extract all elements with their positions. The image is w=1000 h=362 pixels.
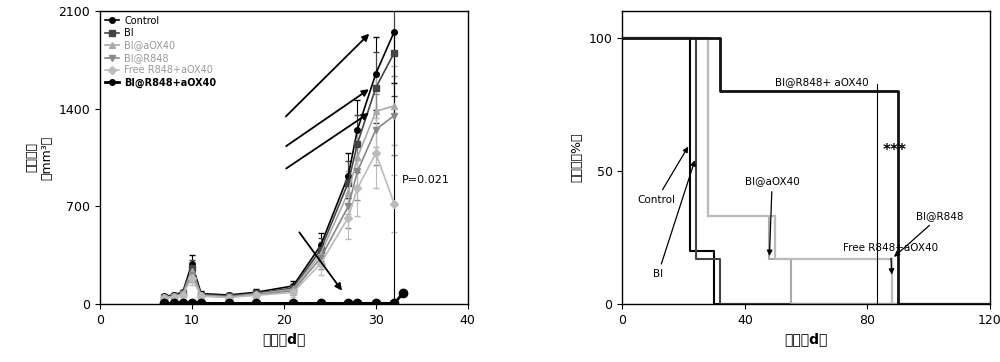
Text: P=0.021: P=0.021 — [402, 174, 449, 185]
Text: Free R848+aOX40: Free R848+aOX40 — [843, 243, 938, 273]
X-axis label: 时间（d）: 时间（d） — [784, 332, 828, 346]
Text: BI@aOX40: BI@aOX40 — [745, 176, 800, 254]
Legend: Control, BI, BI@aOX40, BI@R848, Free R848+aOX40, BI@R848+aOX40: Control, BI, BI@aOX40, BI@R848, Free R84… — [105, 16, 216, 88]
Y-axis label: 肿瑞体积
（mm³）: 肿瑞体积 （mm³） — [25, 135, 53, 180]
Text: BI@R848+ aOX40: BI@R848+ aOX40 — [775, 77, 869, 88]
Y-axis label: 生存率（%）: 生存率（%） — [570, 133, 583, 182]
Text: ***: *** — [883, 143, 907, 158]
Text: BI@R848: BI@R848 — [895, 211, 964, 256]
Text: BI: BI — [653, 161, 695, 279]
X-axis label: 时间（d）: 时间（d） — [262, 332, 306, 346]
Text: Control: Control — [638, 148, 688, 205]
